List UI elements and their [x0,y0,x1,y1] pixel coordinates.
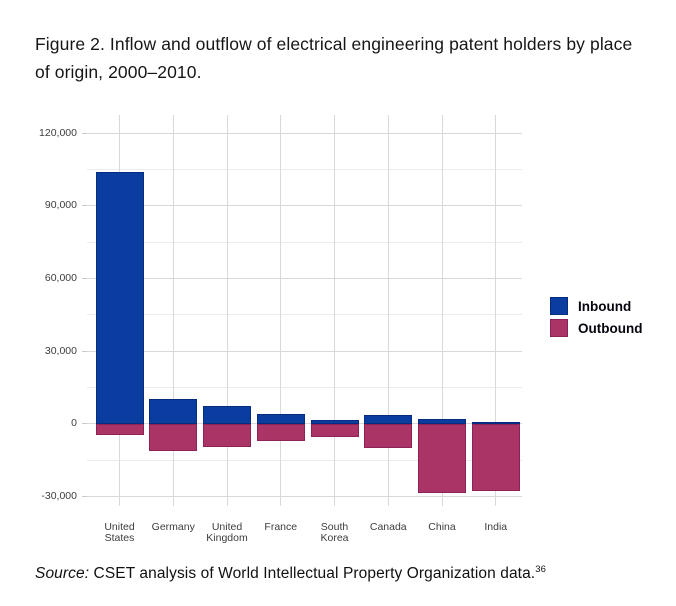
bar-inbound-germany [149,399,198,424]
bar-outbound-india [471,423,520,492]
bar-outbound-germany [149,423,198,451]
legend-item-outbound: Outbound [550,318,670,337]
y-axis-label: 120,000 [39,126,77,139]
y-axis-label: 0 [71,417,77,430]
y-axis-tick [82,205,87,207]
figure-title-line2: of origin, 2000–2010. [35,62,202,82]
x-axis-label-united-kingdom: United Kingdom [206,521,248,544]
chart-legend: Inbound Outbound [550,297,670,337]
y-axis-tick [82,495,87,497]
source-prefix: Source: [35,565,90,583]
x-axis-label-canada: Canada [369,521,407,533]
major-gridline [87,495,522,497]
figure-title-line1: Figure 2. Inflow and outflow of electric… [35,34,633,54]
bar-inbound-united-kingdom [203,406,251,424]
bar-inbound-france [256,413,305,424]
bar-inbound-south-korea [310,419,359,424]
x-axis-label-south-korea: South Korea [320,521,349,544]
legend-label-outbound: Outbound [578,320,643,336]
minor-gridline [87,386,522,388]
footnote-marker: 36 [535,564,546,575]
minor-gridline [87,314,522,316]
y-axis-tick [82,132,87,134]
legend-swatch-inbound [550,297,568,315]
category-gridline [280,115,282,506]
x-axis-label-india: India [484,521,508,533]
minor-gridline [87,459,522,461]
legend-label-inbound: Inbound [578,299,632,314]
x-axis-label-germany: Germany [151,521,195,533]
source-note: Source: CSET analysis of World Intellect… [35,564,655,583]
major-gridline [87,205,522,207]
bar-outbound-china [418,423,466,493]
category-gridline [226,115,228,506]
bar-outbound-united-states [95,423,144,436]
legend-item-inbound: Inbound [550,297,670,315]
y-axis-label: 90,000 [44,199,77,212]
y-axis-tick [82,277,87,279]
figure-title: Figure 2. Inflow and outflow of electric… [35,30,655,86]
minor-gridline [87,241,522,243]
bar-inbound-united-states [95,171,144,424]
category-gridline [172,115,174,506]
bar-outbound-canada [364,423,413,449]
x-axis-label-france: France [264,521,298,533]
bar-inbound-canada [364,415,413,424]
x-axis-label-china: China [428,521,456,533]
major-gridline [87,132,522,134]
bar-outbound-united-kingdom [203,423,251,447]
bar-inbound-china [418,418,466,424]
source-text: CSET analysis of World Intellectual Prop… [89,565,536,583]
y-axis-label: -30,000 [41,489,77,502]
y-axis-label: 30,000 [44,344,77,357]
category-gridline [441,115,443,506]
bar-outbound-south-korea [310,423,359,438]
legend-swatch-outbound [550,318,568,337]
bar-outbound-france [256,423,305,441]
category-gridline [387,115,389,506]
minor-gridline [87,168,522,170]
y-axis-tick [82,350,87,352]
y-axis-label: 60,000 [44,271,77,284]
chart-panel: -30,000 0 30,000 60,000 90,000 120,000 United … [39,115,522,543]
major-gridline [87,350,522,352]
x-axis-label-united-states: United States [104,521,135,544]
y-axis-tick [82,423,87,425]
category-gridline [495,115,497,506]
major-gridline [87,277,522,279]
category-gridline [334,115,335,506]
